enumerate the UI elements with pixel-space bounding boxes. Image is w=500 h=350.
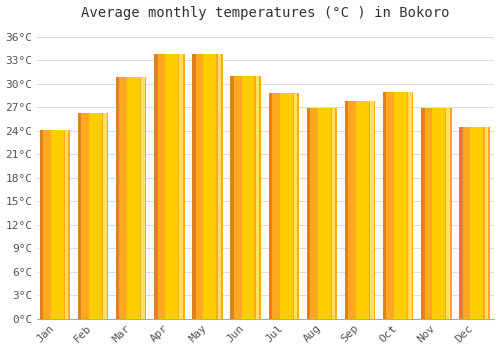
Bar: [356, 101, 369, 319]
Bar: [268, 93, 272, 319]
Bar: [180, 54, 183, 319]
Bar: [318, 108, 330, 319]
Bar: [270, 93, 299, 319]
Bar: [89, 113, 102, 319]
Bar: [294, 93, 297, 319]
Title: Average monthly temperatures (°C ) in Bokoro: Average monthly temperatures (°C ) in Bo…: [82, 6, 450, 20]
Bar: [80, 113, 108, 319]
Bar: [308, 108, 337, 319]
Bar: [42, 130, 70, 319]
Bar: [280, 93, 292, 319]
Bar: [346, 101, 375, 319]
Bar: [242, 76, 254, 319]
Bar: [461, 127, 490, 319]
Bar: [470, 127, 483, 319]
Bar: [192, 54, 196, 319]
Bar: [230, 76, 234, 319]
Bar: [423, 108, 452, 319]
Bar: [345, 101, 348, 319]
Bar: [307, 108, 310, 319]
Bar: [141, 77, 144, 319]
Bar: [116, 77, 119, 319]
Bar: [127, 77, 140, 319]
Bar: [232, 76, 261, 319]
Bar: [103, 113, 106, 319]
Bar: [383, 92, 386, 319]
Bar: [484, 127, 488, 319]
Bar: [460, 127, 463, 319]
Bar: [385, 92, 414, 319]
Bar: [154, 54, 158, 319]
Bar: [40, 130, 43, 319]
Bar: [408, 92, 412, 319]
Bar: [421, 108, 424, 319]
Bar: [218, 54, 221, 319]
Bar: [165, 54, 178, 319]
Bar: [65, 130, 68, 319]
Bar: [118, 77, 146, 319]
Bar: [78, 113, 82, 319]
Bar: [156, 54, 184, 319]
Bar: [446, 108, 450, 319]
Bar: [332, 108, 336, 319]
Bar: [394, 92, 407, 319]
Bar: [256, 76, 259, 319]
Bar: [370, 101, 374, 319]
Bar: [194, 54, 222, 319]
Bar: [204, 54, 216, 319]
Bar: [51, 130, 64, 319]
Bar: [432, 108, 445, 319]
